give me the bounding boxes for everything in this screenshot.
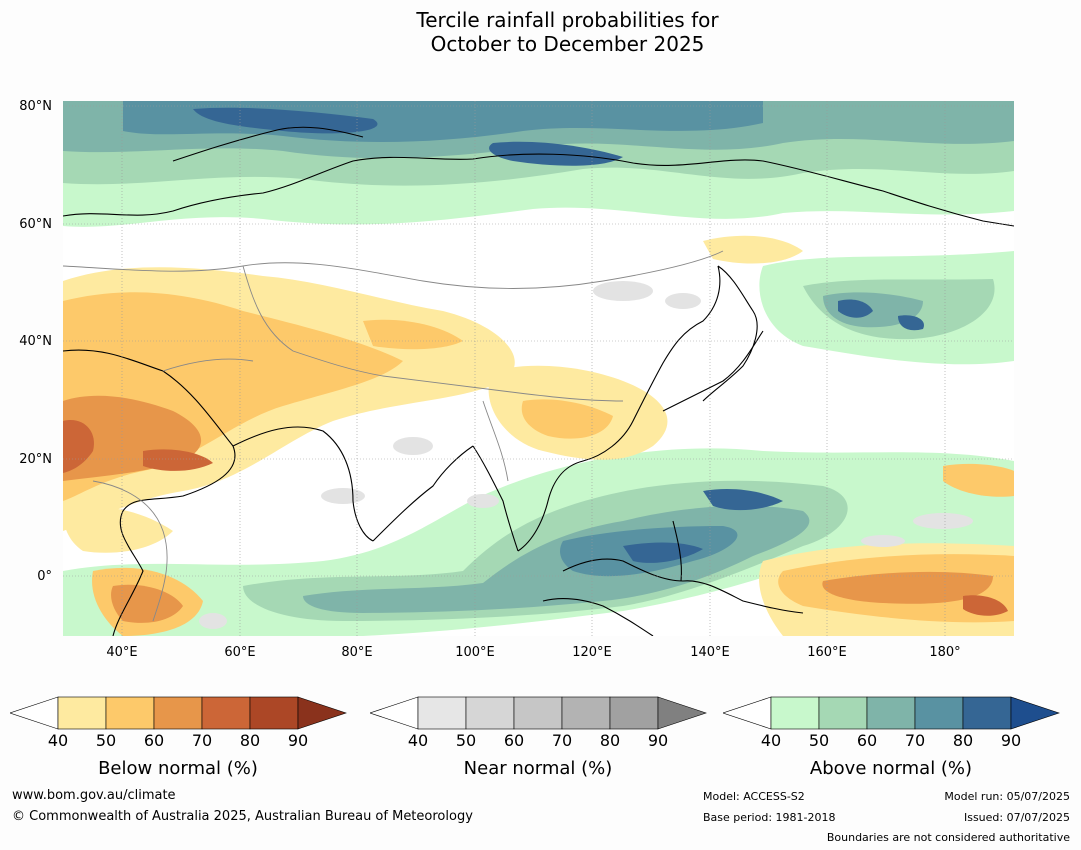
graticule (63, 101, 1014, 636)
colorbar-below-high-extension (297, 696, 347, 730)
lon-label-140e: 140°E (690, 645, 730, 660)
colorbar-above-label: Above normal (%) (809, 758, 973, 779)
colorbar-above-tick: 40 (760, 731, 782, 750)
above-normal-north (63, 101, 1014, 227)
colorbar-above-low-extension (723, 696, 772, 730)
lat-label-80n: 80°N (19, 99, 52, 114)
colorbar-below-normal (10, 696, 347, 730)
colorbar-near-tick: 40 (407, 731, 429, 750)
lat-label-0: 0° (37, 569, 52, 584)
colorbar-near-high-extension (657, 696, 707, 730)
colorbar-below-tick: 40 (47, 731, 69, 750)
colorbar-near-bin-40-50 (417, 696, 467, 730)
title-line-1: Tercile rainfall probabilities for (416, 8, 719, 32)
lon-label-180: 180° (929, 645, 961, 660)
issued-text: Issued: 07/07/2025 (963, 811, 1070, 824)
copyright-text: © Commonwealth of Australia 2025, Austra… (12, 809, 473, 824)
colorbar-below-bin-60-70 (153, 696, 203, 730)
lat-label-20n: 20°N (19, 452, 52, 467)
colorbar-above-tick: 60 (856, 731, 878, 750)
colorbar-below-tick: 60 (143, 731, 165, 750)
colorbar-above-tick: 50 (808, 731, 830, 750)
lon-label-80e: 80°E (341, 645, 373, 660)
colorbar-below-bin-70-80 (201, 696, 251, 730)
above-normal-pacific (759, 251, 1014, 365)
colorbar-near-bin-70-80 (561, 696, 611, 730)
below-normal-west-asia (63, 267, 515, 531)
colorbar-near-normal (370, 696, 707, 730)
colorbar-above-tick: 80 (952, 731, 974, 750)
colorbar-below-label: Below normal (%) (98, 758, 258, 779)
coastlines (63, 126, 1014, 636)
lat-label-60n: 60°N (19, 217, 52, 232)
probability-map (63, 101, 1014, 636)
colorbar-near-tick: 80 (599, 731, 621, 750)
lon-label-40e: 40°E (106, 645, 138, 660)
colorbar-near-bin-80-90 (609, 696, 659, 730)
map-title: Tercile rainfall probabilities for Octob… (0, 8, 1081, 56)
lon-label-100e: 100°E (455, 645, 495, 660)
colorbar-below-bin-50-60 (105, 696, 155, 730)
model-text: Model: ACCESS-S2 (703, 790, 805, 803)
colorbar-below-low-extension (10, 696, 59, 730)
colorbar-below-bin-80-90 (249, 696, 299, 730)
colorbar-below-tick: 70 (191, 731, 213, 750)
colorbar-above-bin-70-80 (914, 696, 964, 730)
website-link[interactable]: www.bom.gov.au/climate (12, 788, 176, 803)
base-period-text: Base period: 1981-2018 (703, 811, 836, 824)
colorbar-near-tick: 60 (503, 731, 525, 750)
colorbar-near-tick: 90 (647, 731, 669, 750)
colorbar-below-tick: 80 (239, 731, 261, 750)
colorbar-near-low-extension (370, 696, 419, 730)
lon-label-160e: 160°E (807, 645, 847, 660)
colorbar-near-bin-60-70 (513, 696, 563, 730)
boundaries-disclaimer: Boundaries are not considered authoritat… (826, 831, 1070, 844)
colorbar-above-tick: 70 (904, 731, 926, 750)
lon-label-60e: 60°E (224, 645, 256, 660)
lon-label-120e: 120°E (572, 645, 612, 660)
colorbar-below-bin-40-50 (57, 696, 107, 730)
colorbar-below-tick: 50 (95, 731, 117, 750)
colorbar-above-tick: 90 (1000, 731, 1022, 750)
colorbar-below-tick: 90 (287, 731, 309, 750)
below-normal-pacific (759, 463, 1014, 636)
lat-label-40n: 40°N (19, 334, 52, 349)
colorbar-above-bin-50-60 (818, 696, 868, 730)
colorbar-above-bin-40-50 (770, 696, 820, 730)
colorbar-above-bin-80-90 (962, 696, 1012, 730)
colorbar-near-tick: 70 (551, 731, 573, 750)
colorbar-near-label: Near normal (%) (463, 758, 613, 779)
colorbar-near-tick: 50 (455, 731, 477, 750)
title-line-2: October to December 2025 (430, 32, 705, 56)
colorbar-near-bin-50-60 (465, 696, 515, 730)
above-normal-tropics (63, 448, 1014, 636)
model-run-text: Model run: 05/07/2025 (944, 790, 1070, 803)
country-boundaries (63, 250, 724, 622)
colorbar-above-bin-60-70 (866, 696, 916, 730)
near-normal-patches (199, 281, 973, 629)
colorbar-above-normal (723, 696, 1060, 730)
colorbar-above-high-extension (1010, 696, 1060, 730)
